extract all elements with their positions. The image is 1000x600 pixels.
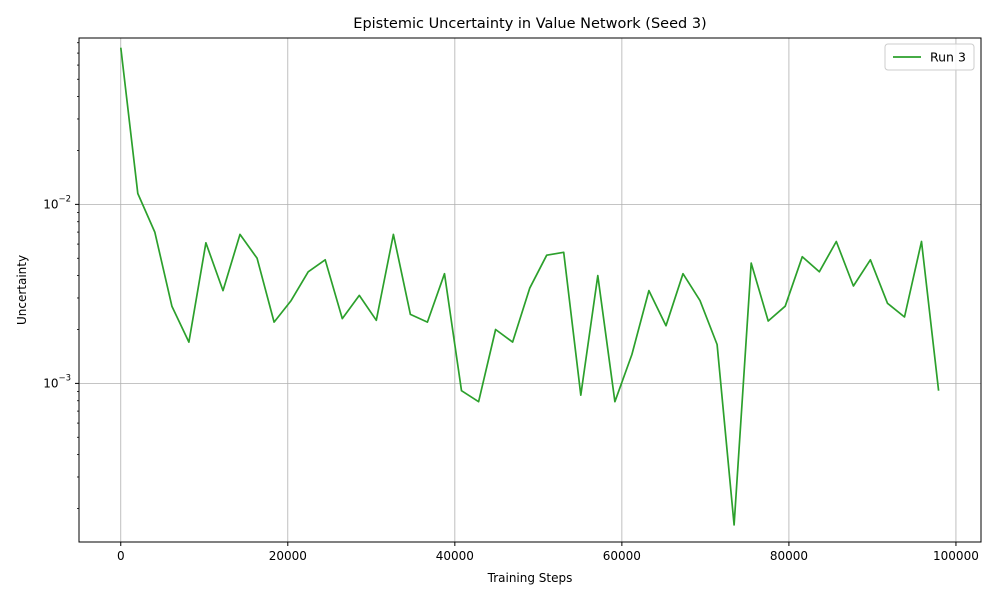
- x-tick-label: 20000: [269, 549, 307, 563]
- y-axis-title: Uncertainty: [15, 255, 29, 325]
- x-tick-label: 60000: [603, 549, 641, 563]
- legend: Run 3: [884, 43, 975, 71]
- x-axis: 0 20000 40000 60000 80000 100000: [117, 542, 979, 563]
- grid: [79, 38, 981, 542]
- plot-area-frame: [78, 37, 982, 543]
- x-tick-label: 100000: [933, 549, 979, 563]
- x-tick-label: 80000: [770, 549, 808, 563]
- legend-box: [884, 43, 975, 71]
- x-tick-label: 0: [117, 549, 125, 563]
- chart-title: Epistemic Uncertainty in Value Network (…: [353, 16, 706, 32]
- legend-label: Run 3: [930, 50, 966, 65]
- x-tick-label: 40000: [436, 549, 474, 563]
- series-layer: [119, 47, 940, 526]
- x-axis-title: Training Steps: [487, 571, 573, 585]
